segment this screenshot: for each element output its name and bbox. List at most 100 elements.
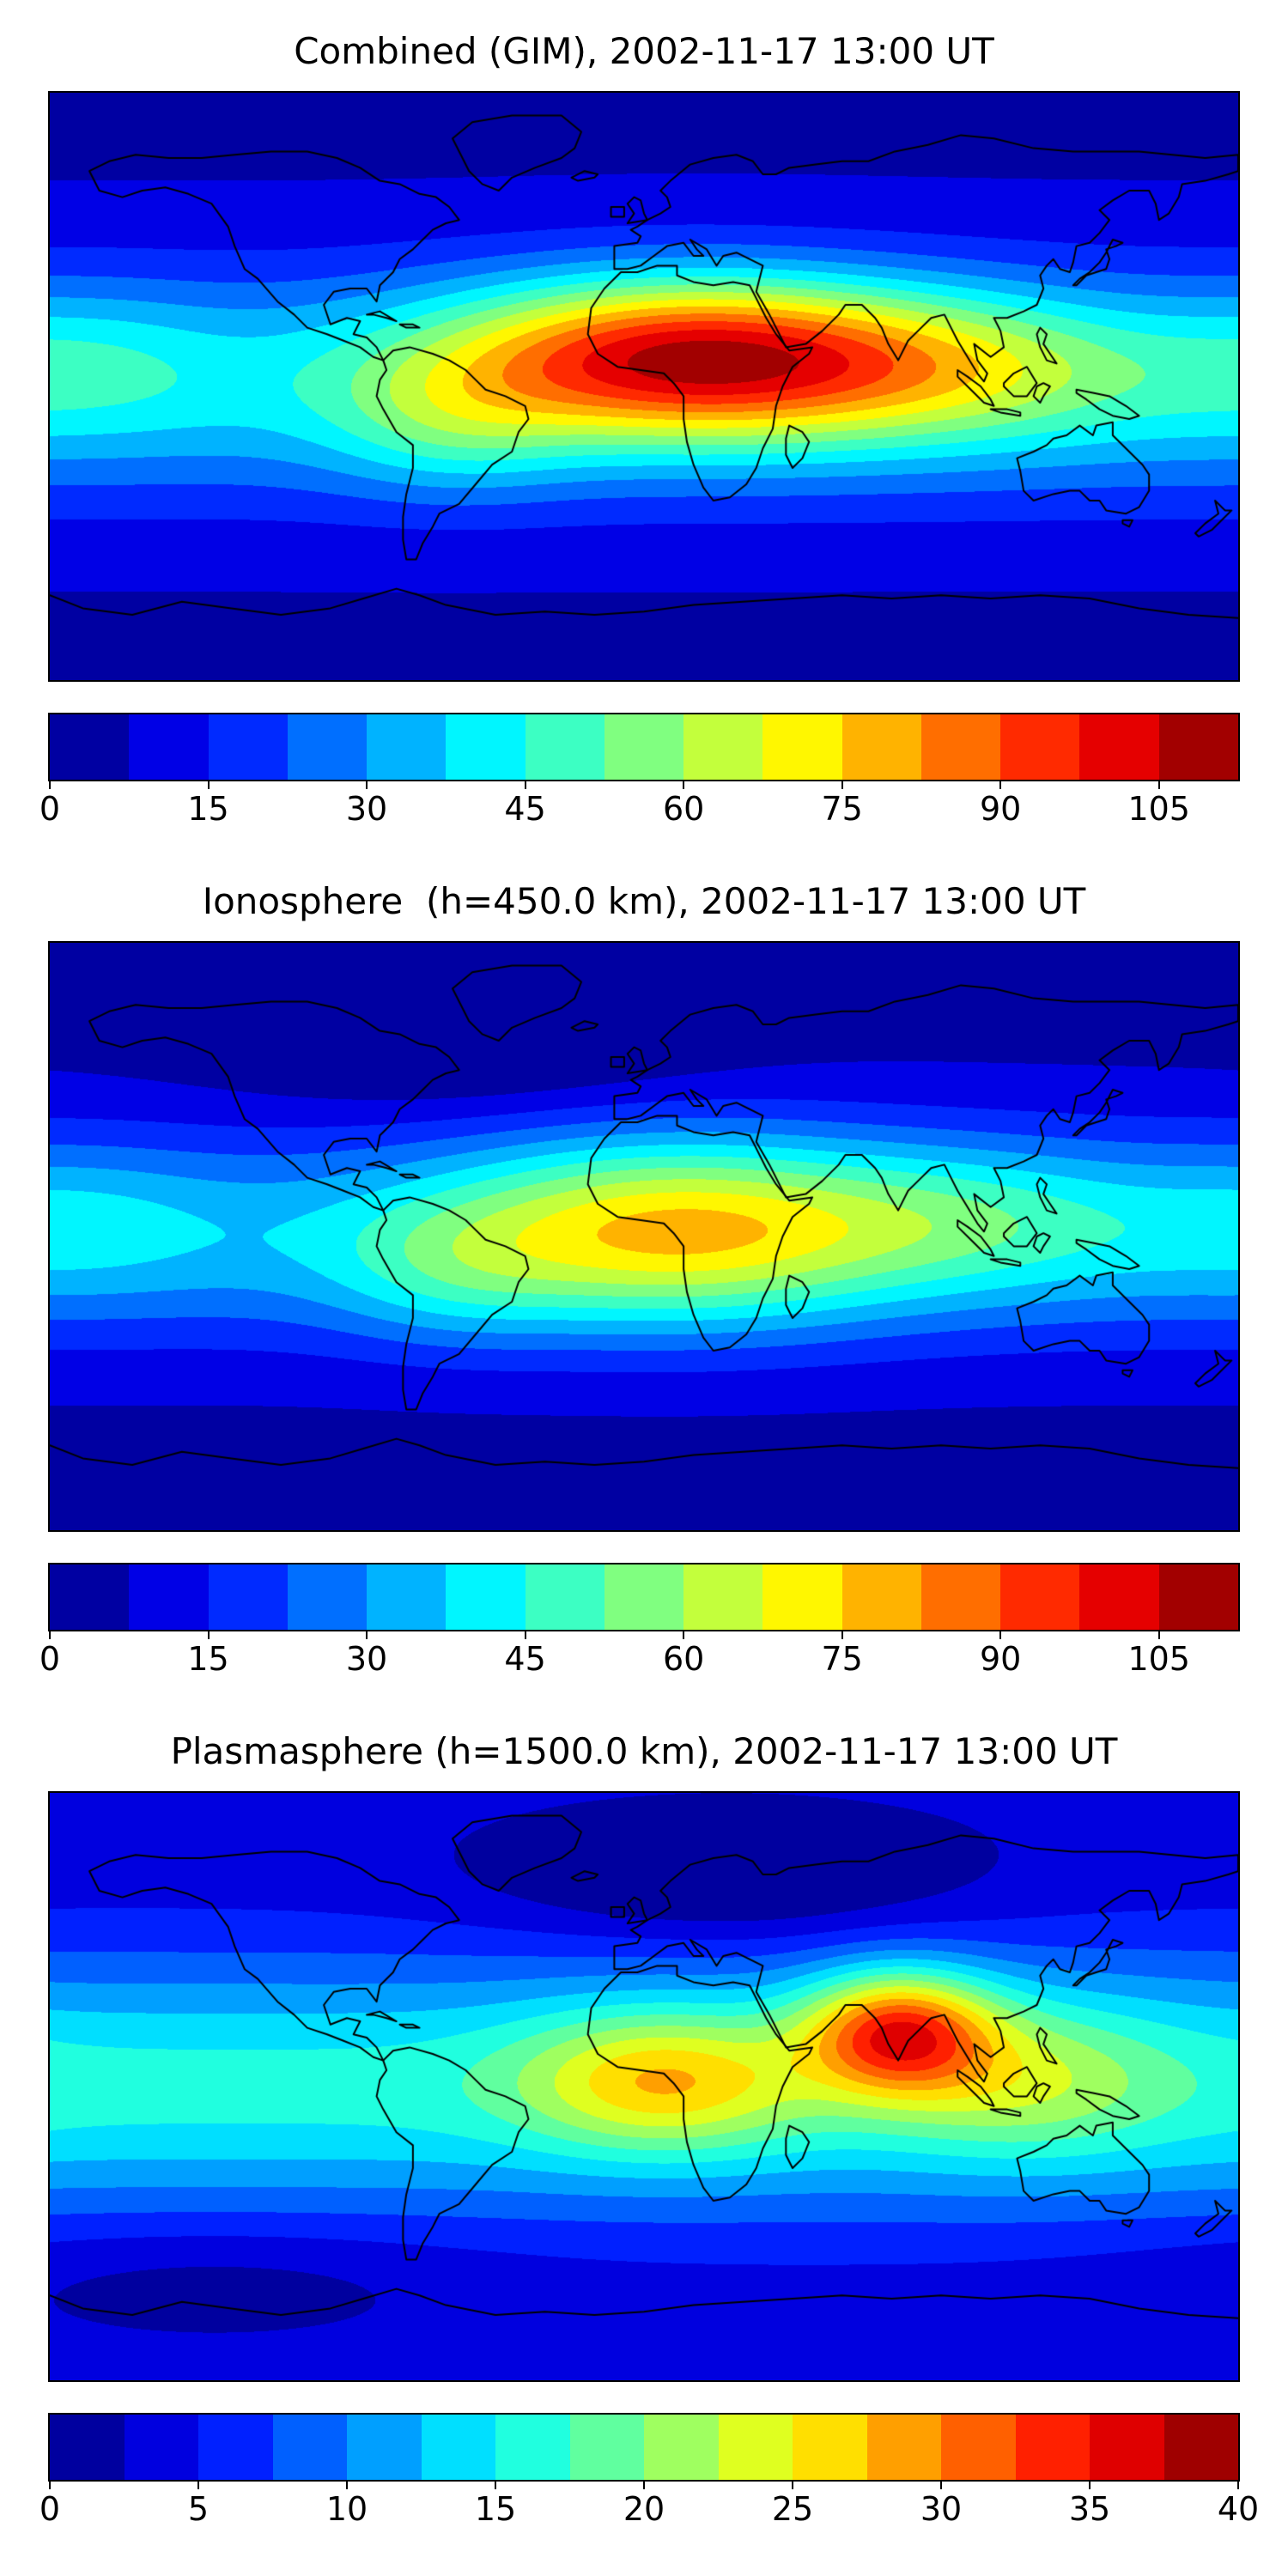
- colorbar-plasmasphere: [48, 2413, 1240, 2482]
- colorbar-tick-mark: [999, 781, 1002, 789]
- colorbar-segment: [287, 714, 368, 780]
- colorbar-tick-label: 40: [1217, 2490, 1260, 2528]
- colorbar-tick-mark: [643, 2482, 645, 2489]
- colorbar-tick-label: 15: [474, 2490, 517, 2528]
- colorbar-ionosphere: [48, 1563, 1240, 1631]
- colorbar-segment: [762, 714, 842, 780]
- colorbar-segment: [683, 1564, 763, 1630]
- colorbar-segment: [1079, 714, 1159, 780]
- panel-title-ionosphere: Ionosphere (h=450.0 km), 2002-11-17 13:0…: [202, 880, 1086, 922]
- colorbar-tick-mark: [49, 781, 51, 789]
- colorbar-tick-label: 20: [623, 2490, 665, 2528]
- colorbar-segment: [208, 714, 288, 780]
- colorbar-tick-mark: [207, 781, 210, 789]
- colorbar-tick-label: 90: [980, 790, 1022, 828]
- colorbar-segment: [129, 1564, 209, 1630]
- map-canvas-ionosphere: [50, 943, 1238, 1530]
- colorbar-tick-label: 0: [39, 790, 61, 828]
- colorbar-combined: [48, 713, 1240, 781]
- colorbar-segment: [50, 2415, 125, 2480]
- colorbar-segment: [1158, 1564, 1238, 1630]
- colorbar-tick-label: 75: [821, 1640, 863, 1678]
- map-plasmasphere: [48, 1791, 1240, 2382]
- colorbar-segment: [421, 2415, 495, 2480]
- colorbar-segment: [1158, 714, 1238, 780]
- map-combined: [48, 91, 1240, 682]
- colorbar-segment: [525, 714, 605, 780]
- colorbar-segment: [347, 2415, 422, 2480]
- colorbar-tick-mark: [999, 1631, 1002, 1639]
- colorbar-segment: [683, 714, 763, 780]
- colorbar-tick-label: 5: [187, 2490, 210, 2528]
- colorbar-tick-label: 25: [771, 2490, 814, 2528]
- colorbar-segment: [198, 2415, 273, 2480]
- colorbar-ticks-plasmasphere: 0 5 10 15 20 25 30 35 40: [39, 2482, 1259, 2531]
- colorbar-tick-mark: [366, 781, 368, 789]
- colorbar-segment: [1015, 2415, 1090, 2480]
- colorbar-segment: [367, 714, 447, 780]
- colorbar-tick-mark: [346, 2482, 348, 2489]
- colorbar-segment: [1000, 1564, 1080, 1630]
- colorbar-tick-mark: [197, 2482, 199, 2489]
- colorbar-tick-label: 30: [920, 2490, 963, 2528]
- colorbar-segment: [446, 1564, 526, 1630]
- colorbar-tick-mark: [841, 781, 843, 789]
- colorbar-tick-mark: [1157, 1631, 1160, 1639]
- colorbar-tick-label: 45: [504, 1640, 546, 1678]
- colorbar-tick-label: 105: [1127, 790, 1190, 828]
- colorbar-segment: [50, 1564, 130, 1630]
- colorbar-tick-mark: [1237, 2482, 1239, 2489]
- colorbar-tick-mark: [207, 1631, 210, 1639]
- colorbar-segment: [287, 1564, 368, 1630]
- panel-title-plasmasphere: Plasmasphere (h=1500.0 km), 2002-11-17 1…: [170, 1730, 1118, 1772]
- colorbar-tick-mark: [524, 1631, 526, 1639]
- colorbar-segment: [866, 2415, 941, 2480]
- colorbar-segment: [941, 2415, 1016, 2480]
- panel-plasmasphere: Plasmasphere (h=1500.0 km), 2002-11-17 1…: [0, 1729, 1288, 2531]
- colorbar-segment: [718, 2415, 793, 2480]
- colorbar-segment: [1163, 2415, 1238, 2480]
- colorbar-tick-label: 45: [504, 790, 546, 828]
- colorbar-tick-label: 60: [662, 790, 705, 828]
- colorbar-tick-mark: [683, 1631, 685, 1639]
- colorbar-segment: [644, 2415, 719, 2480]
- colorbar-tick-label: 0: [39, 1640, 61, 1678]
- colorbar-tick-label: 30: [345, 790, 388, 828]
- colorbar-segment: [525, 1564, 605, 1630]
- colorbar-segment: [841, 1564, 921, 1630]
- colorbar-segment: [604, 714, 684, 780]
- colorbar-tick-label: 15: [187, 790, 229, 828]
- colorbar-segment: [124, 2415, 198, 2480]
- map-canvas-plasmasphere: [50, 1793, 1238, 2380]
- colorbar-tick-label: 15: [187, 1640, 229, 1678]
- colorbar-segment: [272, 2415, 347, 2480]
- colorbar-tick-label: 90: [980, 1640, 1022, 1678]
- colorbar-tick-mark: [1089, 2482, 1091, 2489]
- colorbar-tick-label: 60: [662, 1640, 705, 1678]
- panel-ionosphere: Ionosphere (h=450.0 km), 2002-11-17 13:0…: [0, 879, 1288, 1681]
- colorbar-segment: [920, 1564, 1001, 1630]
- colorbar-segment: [841, 714, 921, 780]
- colorbar-tick-mark: [49, 2482, 51, 2489]
- colorbar-segment: [1000, 714, 1080, 780]
- colorbar-tick-mark: [841, 1631, 843, 1639]
- colorbar-tick-label: 30: [345, 1640, 388, 1678]
- colorbar-tick-label: 0: [39, 2490, 61, 2528]
- colorbar-tick-mark: [940, 2482, 942, 2489]
- colorbar-segment: [50, 714, 130, 780]
- colorbar-tick-mark: [495, 2482, 496, 2489]
- colorbar-tick-mark: [524, 781, 526, 789]
- colorbar-tick-label: 10: [325, 2490, 368, 2528]
- colorbar-segment: [604, 1564, 684, 1630]
- colorbar-tick-label: 35: [1068, 2490, 1111, 2528]
- colorbar-tick-mark: [366, 1631, 368, 1639]
- colorbar-segment: [762, 1564, 842, 1630]
- colorbar-segment: [793, 2415, 867, 2480]
- colorbar-ticks-ionosphere: 0 15 30 45 60 75 90 105: [39, 1631, 1238, 1681]
- colorbar-tick-label: 105: [1127, 1640, 1190, 1678]
- colorbar-tick-mark: [792, 2482, 793, 2489]
- panel-title-combined: Combined (GIM), 2002-11-17 13:00 UT: [294, 30, 994, 72]
- colorbar-segment: [920, 714, 1001, 780]
